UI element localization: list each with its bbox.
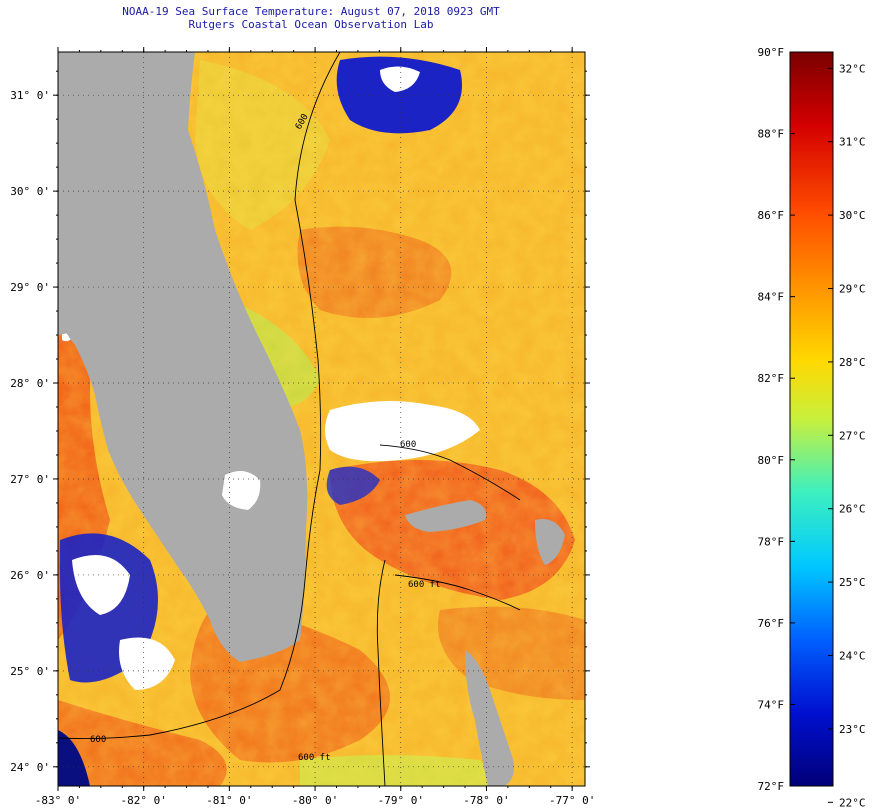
colorbar-f-label: 86°F <box>758 209 785 222</box>
colorbar-f-label: 80°F <box>758 454 785 467</box>
axis-ticks: 31° 0' 30° 0' 29° 0' 28° 0' 27° 0' 26° 0' 25° … <box>10 47 595 807</box>
colorbar-f-label: 72°F <box>758 780 785 793</box>
colorbar-c-label: 29°C <box>839 283 866 296</box>
map-frame <box>57 51 586 787</box>
lon-tick-label: -82° 0' <box>121 794 167 807</box>
sst-image <box>58 52 585 786</box>
map-title: NOAA-19 Sea Surface Temperature: August … <box>122 5 500 18</box>
colorbar-f-label: 76°F <box>758 617 785 630</box>
colorbar-c-label: 23°C <box>839 723 866 736</box>
lon-tick-label: -77° 0' <box>549 794 595 807</box>
colorbar-f-label: 74°F <box>758 698 785 711</box>
contour-label: 600 ft <box>408 580 441 590</box>
lon-tick-label: -81° 0' <box>206 794 252 807</box>
colorbar-c-label: 25°C <box>839 576 866 589</box>
lat-tick-label: 29° 0' <box>10 281 50 294</box>
colorbar-labels: 90°F 88°F 86°F 84°F 82°F 80°F 78°F 76°F 74°F 72°F… <box>758 46 866 809</box>
lat-tick-label: 30° 0' <box>10 185 50 198</box>
colorbar-c-label: 32°C <box>839 62 866 75</box>
lat-tick-label: 28° 0' <box>10 377 50 390</box>
colorbar-f-label: 78°F <box>758 535 785 548</box>
lat-tick-label: 25° 0' <box>10 665 50 678</box>
contour-label: 600 <box>400 440 416 450</box>
colorbar-c-label: 28°C <box>839 356 866 369</box>
bathymetry-contours <box>57 51 521 787</box>
lon-tick-label: -80° 0' <box>292 794 338 807</box>
colorbar-c-label: 30°C <box>839 209 866 222</box>
colorbar-f-label: 90°F <box>758 46 785 59</box>
colorbar-c-label: 24°C <box>839 650 866 663</box>
colorbar-c-label: 26°C <box>839 503 866 516</box>
lat-tick-label: 31° 0' <box>10 89 50 102</box>
lon-tick-label: -79° 0' <box>378 794 424 807</box>
colorbar-f-label: 84°F <box>758 291 785 304</box>
colorbar-f-label: 82°F <box>758 372 785 385</box>
lat-tick-label: 24° 0' <box>10 761 50 774</box>
colorbar-c-label: 27°C <box>839 429 866 442</box>
colorbar-c-label: 22°C <box>839 796 866 809</box>
lat-tick-label: 27° 0' <box>10 473 50 486</box>
contour-label: 600 <box>90 735 106 745</box>
lat-tick-label: 26° 0' <box>10 569 50 582</box>
colorbar-f-label: 88°F <box>758 128 785 141</box>
colorbar-c-label: 31°C <box>839 136 866 149</box>
contour-label: 600 ft <box>298 753 331 763</box>
map-subtitle: Rutgers Coastal Ocean Observation Lab <box>188 18 434 31</box>
lon-tick-label: -83° 0' <box>35 794 81 807</box>
colorbar <box>789 51 834 787</box>
lon-tick-label: -78° 0' <box>463 794 509 807</box>
